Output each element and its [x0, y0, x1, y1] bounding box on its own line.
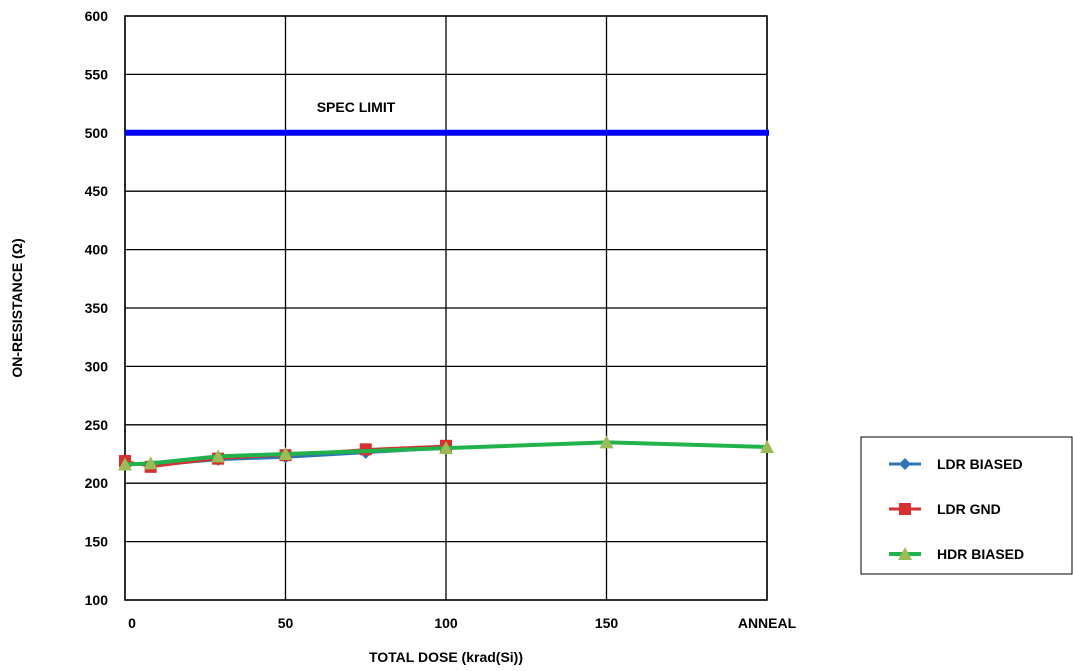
- legend-label: LDR GND: [937, 501, 1001, 517]
- x-tick-label: 0: [128, 615, 136, 631]
- legend-label: LDR BIASED: [937, 456, 1023, 472]
- x-tick-label: 150: [595, 615, 619, 631]
- data-point: [599, 435, 614, 449]
- series-group: [118, 435, 774, 473]
- data-point: [143, 456, 158, 470]
- spec-limit-label: SPEC LIMIT: [317, 99, 396, 115]
- legend-item: LDR BIASED: [889, 456, 1023, 472]
- y-tick-label: 550: [85, 66, 109, 82]
- y-tick-label: 150: [85, 534, 109, 550]
- data-point: [211, 449, 226, 463]
- y-tick-label: 100: [85, 592, 109, 608]
- y-tick-label: 500: [85, 125, 109, 141]
- y-tick-label: 400: [85, 242, 109, 258]
- y-tick-label: 350: [85, 300, 109, 316]
- y-tick-label: 600: [85, 8, 109, 24]
- legend-label: HDR BIASED: [937, 546, 1024, 562]
- legend-item: LDR GND: [889, 501, 1001, 517]
- data-point: [118, 457, 132, 471]
- legend-marker: [898, 547, 912, 560]
- legend-marker: [899, 503, 911, 515]
- y-tick-label: 250: [85, 417, 109, 433]
- plot-border: [124, 15, 768, 601]
- legend-item: HDR BIASED: [889, 546, 1024, 562]
- x-tick-labels: 0 50 100 150 ANNEAL: [128, 615, 797, 631]
- y-axis-label: ON-RESISTANCE (Ω): [9, 238, 25, 377]
- x-tick-label: 100: [434, 615, 458, 631]
- data-point: [278, 447, 293, 460]
- legend: LDR BIASED LDR GND HDR BIASED: [860, 436, 1073, 575]
- y-tick-label: 200: [85, 475, 109, 491]
- legend-items: LDR BIASED LDR GND HDR BIASED: [889, 456, 1024, 562]
- y-tick-label: 300: [85, 358, 109, 374]
- x-tick-label: 50: [278, 615, 294, 631]
- data-point: [760, 439, 774, 453]
- legend-marker: [899, 458, 911, 470]
- x-axis-label: TOTAL DOSE (krad(Si)): [369, 649, 523, 665]
- legend-box: [860, 436, 1073, 575]
- y-tick-labels: 100 150 200 250 300 350 400 450 500 550 600: [85, 8, 109, 608]
- series-hdr-biased: [118, 435, 774, 471]
- x-tick-label: ANNEAL: [738, 615, 797, 631]
- data-point: [439, 441, 453, 455]
- y-tick-label: 450: [85, 183, 109, 199]
